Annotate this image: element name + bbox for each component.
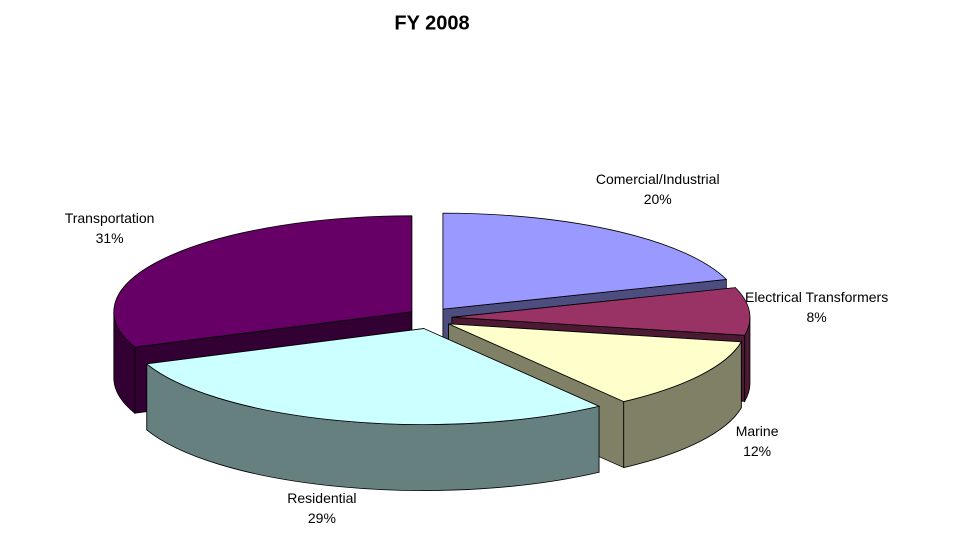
slice-value-label: 29% bbox=[308, 510, 336, 526]
slice-label: Transportation bbox=[65, 210, 155, 226]
slice-value-label: 31% bbox=[96, 230, 124, 246]
slice-label: Comercial/Industrial bbox=[596, 171, 720, 187]
slice-top bbox=[113, 215, 413, 348]
chart-title: FY 2008 bbox=[394, 12, 469, 34]
slice-top bbox=[448, 323, 742, 402]
slice-top bbox=[442, 212, 728, 310]
slice-top bbox=[451, 287, 751, 336]
slice-value-label: 20% bbox=[644, 191, 672, 207]
slice-label: Residential bbox=[287, 490, 356, 506]
slice-label: Electrical Transformers bbox=[745, 289, 888, 305]
slice bbox=[145, 327, 601, 491]
slice-value-label: 8% bbox=[807, 309, 827, 325]
slice-value-label: 12% bbox=[743, 443, 771, 459]
slice-label: Marine bbox=[736, 423, 779, 439]
slice-top bbox=[145, 328, 601, 425]
